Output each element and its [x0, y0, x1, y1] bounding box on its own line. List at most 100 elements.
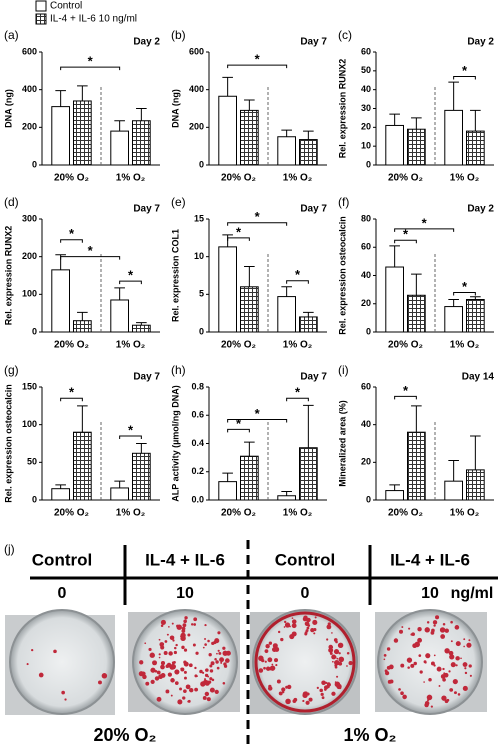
- stain-spot: [165, 689, 170, 694]
- y-tick-label: 200: [189, 122, 204, 132]
- bar: [466, 469, 485, 501]
- stain-spot: [332, 660, 334, 663]
- significance-bracket: [227, 222, 288, 226]
- stain-spot: [444, 699, 449, 704]
- stain-spot: [326, 638, 329, 641]
- stain-spot: [328, 647, 334, 653]
- stain-spot: [433, 664, 436, 667]
- bar: [73, 431, 92, 501]
- stain-spot: [268, 641, 273, 645]
- stain-spot: [336, 657, 339, 660]
- x-tick-label: 1% O₂: [116, 340, 145, 351]
- significance-bracket: [60, 66, 121, 71]
- stain-spot: [312, 619, 318, 626]
- stain-spot: [144, 642, 147, 645]
- x-tick-label: 1% O₂: [450, 508, 479, 519]
- error-bar: [303, 311, 314, 317]
- stain-spot: [182, 623, 187, 628]
- significance-bracket: [453, 75, 476, 80]
- stain-spot: [302, 692, 308, 698]
- stain-spot: [209, 669, 214, 673]
- bar: [385, 490, 404, 501]
- stain-spot: [167, 672, 172, 677]
- stain-spot: [428, 677, 432, 682]
- stain-spot: [158, 674, 163, 680]
- error-bar: [55, 90, 66, 107]
- stain-spot: [180, 635, 182, 638]
- significance-label: *: [255, 209, 261, 224]
- stain-spot: [425, 653, 431, 659]
- stain-spot: [284, 622, 291, 628]
- stain-spot: [202, 671, 205, 674]
- x-tick-label: 20% O₂: [54, 173, 89, 184]
- stain-spot: [346, 665, 348, 667]
- stain-spot: [204, 691, 210, 697]
- stain-spot: [303, 615, 308, 620]
- y-axis-label: Rel. expression osteocalcin: [3, 384, 13, 503]
- y-tick-label: 0.0: [191, 494, 204, 504]
- stain-spot: [142, 674, 147, 680]
- stain-spot: [164, 640, 168, 643]
- stain-spot: [263, 666, 266, 670]
- stain-spot: [386, 647, 391, 651]
- stain-spot: [101, 673, 108, 679]
- significance-bracket: [453, 291, 476, 296]
- dose-label: 0: [58, 585, 67, 602]
- stain-spot: [183, 648, 188, 652]
- stain-spot: [276, 679, 281, 684]
- stain-spot: [462, 685, 468, 692]
- stain-spot: [204, 643, 207, 646]
- y-tick-label: 0: [366, 159, 371, 169]
- y-tick-label: 0: [366, 326, 371, 336]
- stain-spot: [436, 666, 442, 672]
- significance-label: *: [295, 267, 301, 282]
- stain-spot: [156, 696, 162, 702]
- panel-label: (a): [4, 28, 19, 42]
- significance-label: *: [462, 63, 468, 78]
- stain-spot: [455, 641, 461, 647]
- stain-spot: [348, 661, 353, 666]
- legend-label: Control: [50, 1, 82, 12]
- stain-spot: [306, 692, 310, 696]
- stain-spot: [171, 622, 174, 625]
- significance-bracket: [227, 64, 288, 69]
- y-tick-label: 0.8: [191, 381, 204, 391]
- bar: [110, 487, 130, 501]
- bar: [218, 481, 238, 501]
- error-bar: [470, 296, 481, 300]
- significance-bracket: [286, 280, 309, 284]
- stain-spot: [329, 652, 333, 655]
- stain-spot: [189, 687, 194, 693]
- stain-spot: [264, 660, 267, 663]
- stain-spot: [289, 633, 295, 640]
- error-bar: [303, 404, 314, 448]
- stain-spot: [452, 679, 458, 685]
- culture-dish: [9, 609, 115, 715]
- stain-spot: [183, 619, 187, 624]
- stain-spot: [433, 624, 436, 627]
- stain-spot: [156, 670, 161, 675]
- stain-spot: [180, 667, 183, 670]
- stain-spot: [454, 625, 460, 630]
- y-tick-label: 0: [32, 494, 37, 504]
- panel-label: (g): [4, 363, 19, 377]
- x-tick-label: 20% O₂: [388, 173, 423, 184]
- error-bar: [244, 265, 255, 287]
- stain-spot: [338, 686, 342, 690]
- stain-spot: [442, 677, 446, 682]
- stain-ring: [254, 611, 356, 713]
- y-tick-label: 20: [361, 122, 371, 132]
- stain-spot: [384, 669, 388, 673]
- y-tick-label: 400: [189, 84, 204, 94]
- bar: [277, 296, 296, 333]
- significance-bracket: [286, 397, 309, 402]
- subtitle: Day 2: [467, 204, 494, 215]
- significance-bracket: [60, 397, 83, 402]
- bar: [132, 120, 151, 166]
- bar: [110, 299, 130, 333]
- stain-spot: [160, 619, 166, 625]
- stain-spot: [419, 670, 423, 674]
- bar: [132, 324, 151, 333]
- stain-spot: [430, 705, 433, 708]
- error-bar: [411, 117, 422, 130]
